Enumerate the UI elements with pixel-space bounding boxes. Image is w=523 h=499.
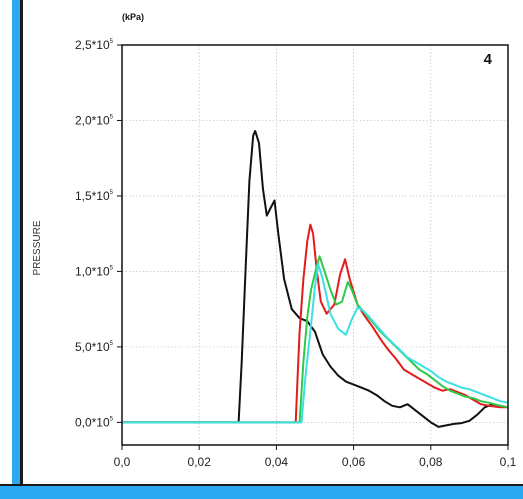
x-tick-label: 0,04 — [265, 455, 289, 469]
frame-edge — [20, 0, 23, 497]
x-tick-label: 0,0 — [114, 455, 131, 469]
x-tick-label: 0,02 — [188, 455, 212, 469]
pressure-chart: 0,0 0,02 0,04 0,06 0,08 0,1 0,0*105 5,0*105 1,0… — [32, 12, 517, 469]
blue-frame-stripe — [12, 0, 20, 497]
x-tick-label: 0,06 — [342, 455, 366, 469]
panel-label: 4 — [484, 51, 493, 68]
series-line-1 — [122, 130, 509, 428]
y-tick-label: 1,0*105 — [75, 264, 114, 278]
x-tick-label: 0,1 — [500, 455, 517, 469]
y-tick-label: 1,5*105 — [75, 189, 114, 203]
y-axis-ticks: 0,0*105 5,0*105 1,0*105 1,5*105 2,0*105 2,5*1… — [75, 38, 122, 429]
bottom-frame-bar — [0, 484, 523, 499]
y-tick-label: 5,0*105 — [75, 340, 114, 354]
series-line-2 — [122, 223, 508, 424]
y-axis-label: PRESSURE — [32, 220, 43, 275]
y-tick-label: 0,0*105 — [75, 415, 114, 429]
y-tick-label: 2,5*105 — [75, 38, 114, 52]
x-tick-label: 0,08 — [419, 455, 443, 469]
plot-frame — [121, 44, 509, 446]
left-frame-bar — [0, 0, 28, 497]
unit-label: (kPa) — [122, 12, 144, 22]
series-line-3 — [122, 255, 509, 424]
y-tick-label: 2,0*105 — [75, 113, 114, 127]
x-axis-ticks: 0,0 0,02 0,04 0,06 0,08 0,1 — [114, 445, 517, 469]
series-group — [122, 130, 509, 428]
series-line-4 — [122, 262, 509, 424]
